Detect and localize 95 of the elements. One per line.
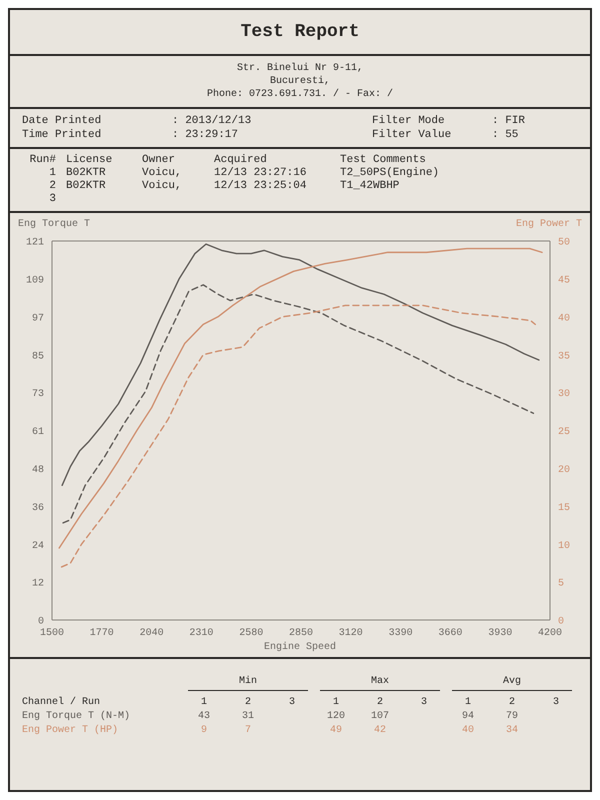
text: Time Printed bbox=[22, 128, 102, 142]
text: 3 bbox=[288, 697, 295, 708]
text: Date Printed bbox=[22, 114, 102, 128]
x-tick-label: 4200 bbox=[538, 628, 562, 640]
text: 3 bbox=[552, 697, 559, 708]
text: Acquired bbox=[214, 154, 268, 167]
text: Filter Value bbox=[372, 128, 452, 142]
line-series bbox=[61, 243, 540, 486]
text: Owner bbox=[142, 154, 176, 167]
y-axis-title: Eng Torque T bbox=[18, 219, 90, 232]
line-series bbox=[60, 304, 536, 568]
text: : 23:29:17 bbox=[172, 128, 240, 142]
text: Test Comments bbox=[340, 154, 427, 167]
text: Avg bbox=[502, 676, 521, 687]
text: 31 bbox=[242, 711, 254, 722]
y2-tick-label: 25 bbox=[558, 427, 570, 438]
text: 107 bbox=[370, 711, 389, 722]
x-tick-label: 2850 bbox=[288, 628, 314, 640]
text: Min bbox=[238, 676, 257, 687]
y2-tick-label: 35 bbox=[558, 351, 570, 362]
x-tick-label: 2580 bbox=[239, 628, 264, 640]
y-tick-label: 24 bbox=[32, 540, 44, 552]
text: License bbox=[66, 154, 114, 167]
x-tick-label: 3120 bbox=[338, 628, 363, 640]
y2-tick-label: 5 bbox=[558, 578, 564, 590]
text: 2 bbox=[508, 697, 515, 708]
text: Channel / Run bbox=[22, 697, 100, 708]
x-tick-label: 1770 bbox=[90, 628, 114, 640]
y2-tick-label: 15 bbox=[558, 502, 570, 514]
text: 1 bbox=[464, 697, 471, 708]
text: 40 bbox=[462, 725, 474, 736]
text: B02KTR bbox=[66, 167, 107, 180]
x-axis-title: Engine Speed bbox=[264, 642, 336, 653]
text: 3 bbox=[48, 193, 57, 206]
text: 94 bbox=[462, 711, 474, 722]
y-tick-label: 73 bbox=[32, 389, 44, 400]
text: Run# bbox=[28, 154, 57, 167]
text: 79 bbox=[506, 711, 518, 722]
text: Max bbox=[370, 676, 389, 687]
text: : 2013/12/13 bbox=[172, 114, 252, 128]
y-tick-label: 12 bbox=[32, 578, 44, 590]
text: Voicu, bbox=[142, 180, 183, 193]
x-tick-label: 1500 bbox=[40, 628, 64, 640]
text: 2 bbox=[48, 180, 57, 193]
text: Eng Torque T (N-M) bbox=[22, 711, 130, 722]
text: Voicu, bbox=[142, 167, 183, 180]
text: 34 bbox=[506, 725, 518, 736]
text: 12/13 23:25:04 bbox=[214, 180, 308, 193]
text: 7 bbox=[244, 725, 251, 736]
y2-tick-label: 30 bbox=[558, 389, 570, 400]
y-tick-label: 121 bbox=[26, 238, 44, 249]
y2-tick-label: 20 bbox=[558, 464, 570, 476]
text: 3 bbox=[420, 697, 427, 708]
y-tick-label: 109 bbox=[26, 275, 44, 286]
text: Filter Mode bbox=[372, 114, 446, 128]
y2-tick-label: 10 bbox=[558, 540, 570, 552]
y-tick-label: 0 bbox=[38, 616, 44, 628]
y2-tick-label: 40 bbox=[558, 313, 570, 324]
text: 2 bbox=[376, 697, 383, 708]
text: 49 bbox=[330, 725, 342, 736]
text: : FIR bbox=[492, 114, 526, 128]
x-tick-label: 3660 bbox=[438, 628, 462, 640]
y-tick-label: 61 bbox=[32, 427, 44, 438]
x-tick-label: 3930 bbox=[488, 628, 512, 640]
text: Str. Binelui Nr 9-11, bbox=[236, 62, 364, 75]
y2-tick-label: 0 bbox=[558, 616, 564, 628]
y-tick-label: 85 bbox=[32, 351, 44, 362]
text: 1 bbox=[48, 167, 57, 180]
text: 2 bbox=[244, 697, 251, 708]
text: T2_50PS(Engine) bbox=[340, 167, 440, 180]
line-series bbox=[62, 284, 534, 524]
text: : 55 bbox=[492, 128, 520, 142]
text: 42 bbox=[374, 725, 386, 736]
line-series bbox=[58, 248, 543, 549]
x-tick-label: 2040 bbox=[140, 628, 164, 640]
y-tick-label: 36 bbox=[32, 502, 44, 514]
y2-tick-label: 45 bbox=[558, 275, 570, 286]
text: Eng Power T (HP) bbox=[22, 725, 118, 736]
text: 1 bbox=[200, 697, 207, 708]
text: 9 bbox=[200, 725, 207, 736]
text: B02KTR bbox=[66, 180, 107, 193]
text: 43 bbox=[198, 711, 210, 722]
y-tick-label: 48 bbox=[32, 464, 44, 476]
text: 120 bbox=[326, 711, 345, 722]
text: Bucuresti, bbox=[270, 75, 330, 88]
y2-tick-label: 50 bbox=[558, 238, 570, 249]
y-tick-label: 97 bbox=[32, 313, 44, 324]
y2-axis-title: Eng Power T bbox=[516, 219, 582, 232]
text: T1_42WBHP bbox=[340, 180, 400, 193]
text: 12/13 23:27:16 bbox=[214, 167, 308, 180]
chart-title: Test Report bbox=[240, 22, 360, 42]
text: Phone: 0723.691.731. / - Fax: / bbox=[206, 88, 394, 101]
x-tick-label: 3390 bbox=[388, 628, 413, 640]
text: 1 bbox=[332, 697, 339, 708]
x-tick-label: 2310 bbox=[189, 628, 214, 640]
